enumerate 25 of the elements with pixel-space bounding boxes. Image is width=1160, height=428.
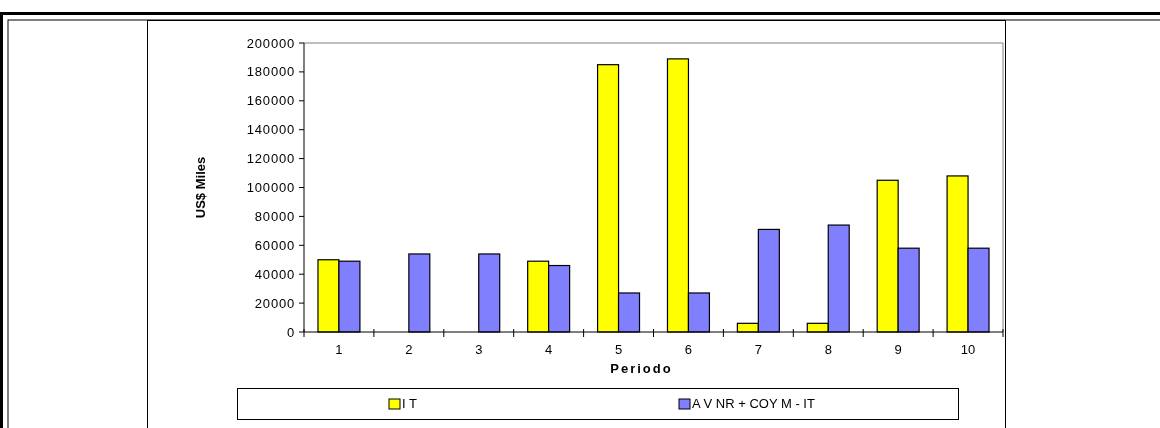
y-tick-label: 0 [286,324,295,340]
y-tick-label: 120000 [246,151,295,167]
y-tick-label: 20000 [254,295,295,311]
y-tick-label: 60000 [254,237,295,253]
y-tick-label: 200000 [246,35,295,51]
y-tick-label: 40000 [254,266,295,282]
x-tick-label: 10 [960,342,976,357]
y-tick-label: 180000 [246,64,295,80]
x-tick-label: 6 [684,342,693,357]
y-tick-label: 160000 [246,93,295,109]
y-axis-title: US$ Miles [193,156,208,219]
y-tick-label: 140000 [246,122,295,138]
x-tick-label: 4 [545,342,553,357]
x-axis-title: Periodo [610,361,673,376]
x-tick-label: 1 [335,342,343,357]
x-tick-label: 9 [894,342,902,357]
x-tick-label: 5 [614,342,623,357]
legend-label: I T [402,396,417,411]
x-tick-label: 7 [754,342,762,357]
y-tick-label: 80000 [254,208,295,224]
legend-label: A V NR + COY M - IT [692,396,815,411]
y-tick-label: 100000 [246,180,295,196]
x-tick-label: 8 [824,342,832,357]
x-tick-label: 2 [405,342,413,357]
x-tick-label: 3 [475,342,483,357]
